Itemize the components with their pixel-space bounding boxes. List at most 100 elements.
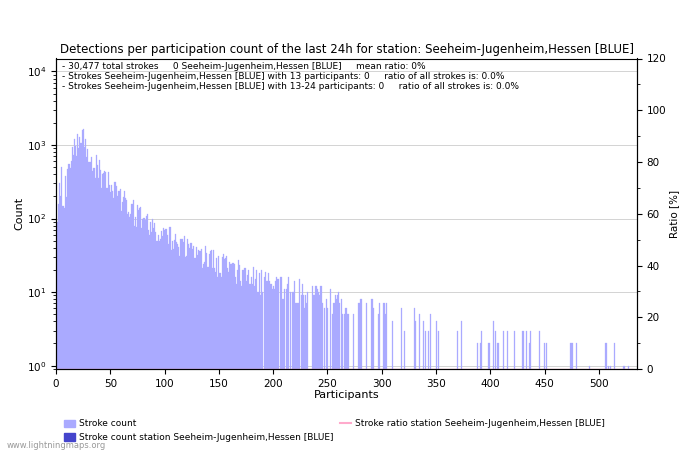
Bar (415, 321, 416, 450)
Bar (342, 314, 343, 450)
Bar (546, 343, 547, 450)
Bar (314, 296, 315, 450)
Bar (203, 264, 204, 450)
Y-axis label: Count: Count (14, 197, 24, 230)
Bar (503, 331, 504, 450)
Bar (298, 303, 299, 450)
Bar (348, 314, 349, 450)
Bar (113, 198, 114, 450)
Bar (67, 169, 69, 450)
Bar (65, 176, 66, 450)
Bar (204, 261, 205, 450)
Bar (148, 230, 149, 450)
Bar (228, 272, 229, 450)
Bar (258, 273, 260, 450)
Bar (237, 270, 238, 450)
Bar (628, 366, 629, 450)
Bar (139, 208, 140, 450)
Bar (140, 207, 141, 450)
Bar (197, 250, 199, 450)
Bar (120, 211, 122, 450)
Bar (286, 289, 287, 450)
Bar (69, 168, 71, 450)
Bar (254, 286, 256, 450)
Bar (318, 292, 319, 450)
Bar (215, 272, 216, 450)
Bar (319, 296, 321, 450)
Bar (428, 331, 429, 450)
Bar (529, 343, 530, 450)
Text: www.lightningmaps.org: www.lightningmaps.org (7, 441, 106, 450)
Bar (277, 279, 278, 450)
Bar (435, 321, 437, 450)
Bar (414, 308, 415, 450)
Bar (270, 284, 272, 450)
Bar (366, 303, 367, 450)
Bar (149, 235, 150, 450)
Bar (335, 299, 337, 450)
Bar (251, 277, 252, 450)
Bar (205, 246, 206, 450)
Bar (222, 257, 223, 450)
Bar (341, 299, 342, 450)
Bar (174, 240, 175, 450)
Bar (317, 289, 318, 450)
Bar (78, 148, 79, 450)
Bar (147, 214, 148, 450)
Bar (575, 343, 577, 450)
Bar (404, 331, 405, 450)
Bar (90, 162, 91, 450)
Bar (290, 292, 291, 450)
Bar (379, 303, 380, 450)
Bar (419, 314, 420, 450)
Bar (130, 214, 132, 450)
Bar (344, 314, 345, 450)
Bar (164, 230, 165, 450)
Bar (238, 261, 239, 450)
Bar (256, 270, 258, 450)
Bar (79, 137, 81, 450)
Bar (610, 366, 612, 450)
Bar (217, 277, 218, 450)
Bar (211, 250, 212, 450)
Bar (307, 292, 309, 450)
Bar (297, 303, 298, 450)
Bar (200, 251, 201, 450)
Bar (423, 321, 424, 450)
Bar (288, 277, 289, 450)
Bar (301, 296, 302, 450)
Bar (83, 129, 84, 450)
Bar (327, 308, 328, 450)
Bar (172, 241, 173, 450)
Bar (125, 198, 126, 450)
Bar (244, 268, 246, 450)
Bar (193, 246, 195, 450)
Bar (250, 284, 251, 450)
Bar (230, 264, 232, 450)
Bar (346, 314, 348, 450)
Bar (330, 289, 331, 450)
Bar (304, 308, 305, 450)
Bar (173, 249, 174, 450)
Bar (268, 273, 270, 450)
Bar (223, 254, 224, 450)
Bar (71, 147, 73, 450)
Bar (97, 165, 98, 450)
Bar (102, 174, 103, 450)
Bar (124, 191, 125, 450)
Bar (281, 277, 282, 450)
Bar (141, 228, 142, 450)
Bar (457, 331, 458, 450)
Bar (190, 243, 191, 450)
Bar (239, 266, 240, 450)
Stroke ratio station Seeheim-Jugenheim,Hessen [BLUE] (491, 366, 499, 372)
Bar (108, 185, 110, 450)
Bar (159, 241, 160, 450)
Bar (116, 186, 118, 450)
Bar (305, 296, 307, 450)
Bar (278, 279, 279, 450)
Bar (189, 248, 190, 450)
Bar (488, 343, 489, 450)
Bar (76, 156, 77, 450)
Bar (425, 331, 426, 450)
